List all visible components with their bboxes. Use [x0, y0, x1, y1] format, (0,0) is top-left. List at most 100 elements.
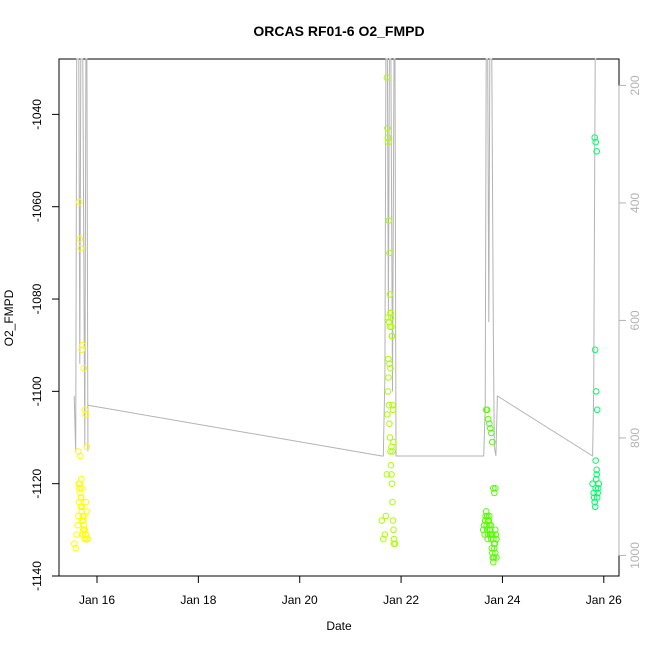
data-point [591, 503, 599, 511]
data-point [489, 531, 496, 538]
data-point [81, 526, 89, 534]
data-point [76, 485, 84, 492]
data-point [74, 521, 82, 529]
data-point [593, 148, 601, 155]
data-point [82, 411, 90, 418]
data-point [83, 508, 91, 515]
data-point [390, 535, 398, 543]
data-point [492, 485, 499, 492]
data-point [490, 485, 497, 492]
data-point [491, 540, 498, 548]
data-point [388, 443, 395, 451]
data-point [594, 489, 602, 497]
data-point [82, 531, 90, 538]
data-point [389, 401, 396, 409]
data-point [480, 521, 488, 529]
data-point [386, 434, 394, 441]
data-point [484, 517, 492, 524]
data-point [388, 471, 395, 478]
data-point [76, 198, 83, 206]
y2-axis: 200 400 600 800 1000 [618, 75, 642, 569]
data-point [385, 374, 392, 381]
data-point [391, 540, 399, 548]
data-point [386, 420, 393, 428]
y2-tick-label: 800 [628, 428, 642, 448]
data-point [592, 138, 600, 146]
data-point [592, 388, 600, 395]
y2-tick-label: 200 [628, 75, 642, 95]
x-axis-label: Date [326, 619, 352, 633]
data-point [484, 415, 492, 423]
data-point [384, 411, 391, 418]
data-point [493, 554, 500, 561]
data-point [384, 388, 392, 395]
data-point [589, 480, 596, 488]
data-point [385, 318, 393, 326]
data-point [77, 245, 85, 252]
data-point [387, 309, 395, 317]
data-point [387, 448, 394, 455]
y2-tick-label: 1000 [628, 542, 642, 569]
y-tick-label: -1120 [30, 468, 44, 498]
y-axis: -1140 -1120 -1100 -1080 -1060 -1040 [30, 99, 60, 591]
data-point [490, 558, 497, 566]
data-point [488, 535, 495, 543]
y-tick-label: -1060 [30, 191, 44, 222]
x-tick-label: Jan 20 [282, 593, 318, 607]
x-tick-label: Jan 26 [586, 593, 622, 607]
data-point [383, 471, 391, 478]
data-point [83, 535, 90, 543]
x-tick-label: Jan 16 [79, 593, 115, 607]
y-tick-label: -1080 [30, 283, 44, 314]
data-point [389, 517, 397, 524]
data-point [593, 471, 601, 478]
data-point [381, 531, 389, 538]
plot-area [70, 58, 603, 566]
data-point [483, 406, 491, 414]
data-point [593, 406, 601, 414]
data-point [387, 365, 394, 372]
data-point [386, 249, 393, 257]
data-point [384, 124, 391, 132]
data-point [386, 291, 394, 298]
data-point [593, 466, 601, 474]
y-tick-label: -1140 [30, 561, 44, 591]
data-point [592, 457, 600, 464]
data-point [380, 535, 387, 543]
data-point [378, 517, 386, 524]
data-point [80, 365, 88, 372]
data-point [486, 420, 493, 428]
data-point [384, 314, 392, 321]
data-point [387, 461, 395, 469]
data-point [388, 480, 396, 488]
y-axis-label: O2_FMPD [2, 289, 16, 346]
data-point [385, 217, 393, 224]
x-axis: Jan 16 Jan 18 Jan 20 Jan 22 Jan 24 Jan 26 [79, 575, 622, 607]
data-point [590, 494, 598, 501]
data-point [384, 134, 392, 141]
data-point [385, 355, 392, 363]
data-point [383, 74, 391, 81]
data-point [386, 323, 394, 331]
y2-tick-label: 600 [628, 310, 642, 330]
data-point [385, 138, 392, 146]
data-point [595, 480, 603, 488]
chart-title: ORCAS RF01-6 O2_FMPD [253, 23, 424, 39]
data-point [80, 521, 88, 529]
data-point [70, 540, 78, 548]
data-point [389, 498, 396, 506]
data-point [492, 526, 499, 534]
data-point [491, 489, 498, 497]
data-point [593, 494, 601, 501]
data-point [482, 508, 490, 515]
data-point [488, 429, 495, 437]
pressure-trace-line [73, 58, 597, 457]
data-point [388, 332, 396, 340]
x-tick-label: Jan 24 [484, 593, 520, 607]
data-point [594, 485, 602, 492]
data-point [390, 526, 397, 534]
x-tick-label: Jan 18 [180, 593, 216, 607]
data-point [78, 503, 86, 511]
data-point [483, 512, 491, 520]
